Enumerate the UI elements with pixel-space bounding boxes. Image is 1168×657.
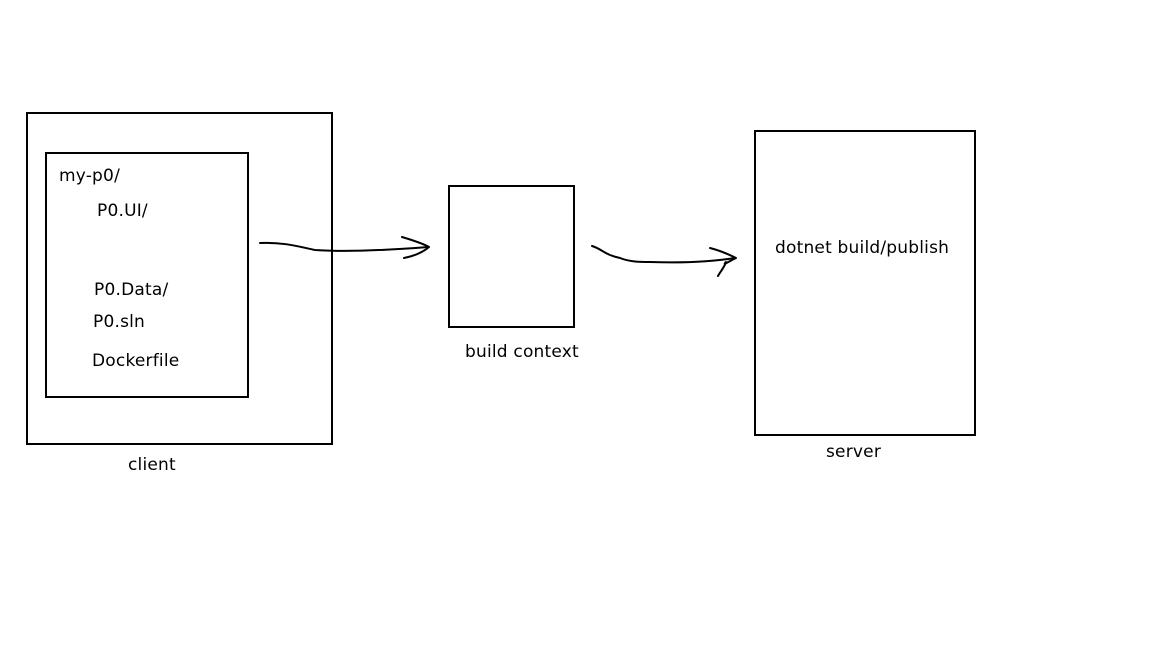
project-folder-box xyxy=(45,152,249,398)
server-action-label: dotnet build/publish xyxy=(775,238,950,258)
build-context-box xyxy=(448,185,575,328)
server-label: server xyxy=(826,442,882,462)
client-box xyxy=(26,112,333,445)
arrow-head xyxy=(709,247,737,277)
context-to-server-arrow xyxy=(591,245,737,277)
client-label: client xyxy=(128,455,176,475)
folder-item-ui: P0.UI/ xyxy=(97,201,148,221)
folder-item-dockerfile: Dockerfile xyxy=(92,351,180,371)
build-context-label: build context xyxy=(465,342,579,362)
folder-item-sln: P0.sln xyxy=(93,312,146,332)
folder-name-label: my-p0/ xyxy=(59,166,120,186)
folder-item-data: P0.Data/ xyxy=(94,280,169,300)
arrow-shaft xyxy=(591,245,736,264)
server-box xyxy=(754,130,976,436)
arrow-head xyxy=(401,236,430,259)
